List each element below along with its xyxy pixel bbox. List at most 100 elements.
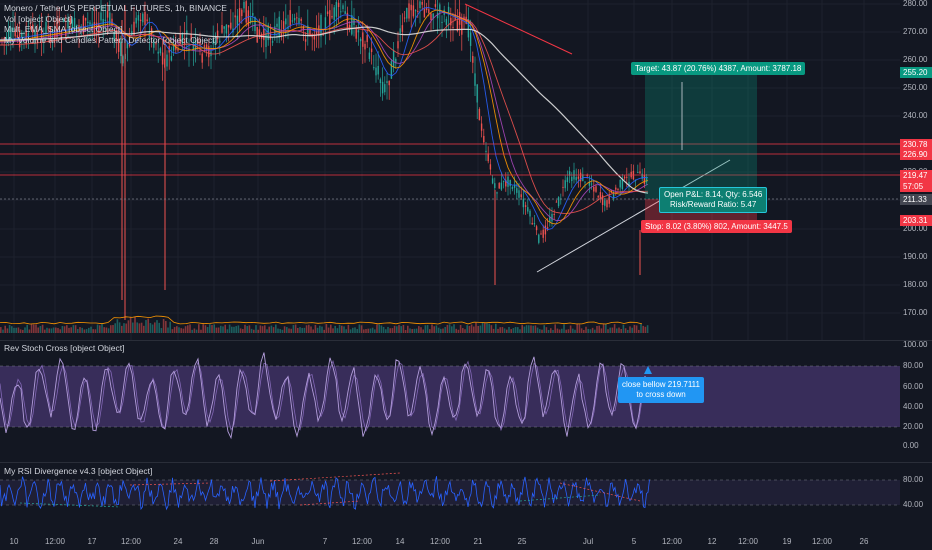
volume-bar (530, 325, 532, 333)
volume-bar (61, 326, 64, 333)
volume-bar (281, 329, 284, 333)
position-pnl-label[interactable]: Open P&L: 8.14, Qty: 6.546 Risk/Reward R… (659, 187, 768, 213)
candle-body (113, 31, 115, 42)
volume-bar (206, 327, 209, 333)
rsi-line (0, 476, 650, 511)
symbol-title[interactable]: Monero / TetherUS PERPETUAL FUTURES, 1h,… (4, 3, 227, 13)
pane-divider[interactable] (0, 340, 932, 341)
candle-body (73, 17, 76, 30)
volume-bar (440, 328, 442, 333)
indicator-pattern-detector-label[interactable]: My Volume and Candles Pattern Detector [… (4, 34, 218, 45)
volume-bar (545, 327, 548, 333)
volume-bar (48, 328, 50, 333)
candle-body (45, 21, 47, 34)
volume-bar (510, 329, 512, 333)
volume-bar (255, 325, 257, 333)
volume-bar (209, 324, 211, 333)
volume-bar (33, 324, 35, 333)
volume-bar (286, 327, 288, 333)
volume-bar (578, 324, 581, 333)
candle-body (441, 21, 443, 23)
candle-body (172, 43, 175, 51)
rsi-indicator-label[interactable]: My RSI Divergence v4.3 [object Object] (4, 466, 153, 476)
candle-body (509, 179, 511, 187)
volume-bar (556, 328, 559, 333)
position-stop-label[interactable]: Stop: 8.02 (3.80%) 802, Amount: 3447.5 (641, 220, 792, 233)
candle-body (604, 200, 606, 206)
volume-bar (356, 329, 358, 333)
volume-bar (629, 326, 631, 333)
volume-bar (457, 329, 460, 333)
position-target-label[interactable]: Target: 43.87 (20.76%) 4387, Amount: 378… (631, 62, 806, 75)
stoch-axis-label: 100.00 (903, 340, 928, 349)
candle-body (186, 30, 188, 35)
candle-body (62, 19, 65, 22)
volume-bar (380, 325, 383, 333)
indicator-ema-sma-label[interactable]: Mult_EMA_SMA [object Object] (4, 24, 123, 34)
volume-bar (248, 325, 251, 333)
volume-bar (79, 327, 81, 333)
candle-body (10, 30, 12, 42)
candle-body (115, 30, 118, 41)
pane-divider[interactable] (0, 462, 932, 463)
candle-body (384, 84, 386, 93)
price-axis-label: 240.00 (903, 111, 928, 120)
volume-bar (378, 324, 380, 333)
volume-bar (446, 324, 449, 333)
time-axis-label: 12:00 (351, 537, 373, 546)
volume-bar (330, 324, 332, 333)
candle-body (540, 233, 542, 235)
volume-bar (272, 327, 275, 333)
volume-bar (224, 324, 226, 333)
volume-bar (114, 323, 116, 333)
candle-body (47, 25, 49, 30)
volume-bar (277, 328, 279, 333)
indicator-volume-label[interactable]: Vol [object Object] (4, 13, 73, 24)
volume-bar (644, 326, 647, 333)
volume-bar (508, 326, 510, 333)
candle-body (408, 3, 410, 19)
time-axis[interactable]: 10 12:00 17 12:00 24 28 Jun 7 12:00 14 12:00 21 25 Ju… (0, 534, 900, 550)
stoch-canvas[interactable] (0, 341, 932, 462)
volume-bar (609, 327, 611, 333)
rsi-canvas[interactable] (0, 463, 932, 533)
time-axis-label: 21 (473, 537, 483, 546)
volume-bar (215, 327, 218, 333)
candle-body (146, 19, 148, 22)
candle-body (60, 33, 63, 38)
volume-bar (360, 325, 363, 333)
volume-bar (488, 323, 490, 333)
volume-bar (204, 325, 207, 333)
volume-bar (259, 325, 262, 333)
price-chart-pane[interactable]: Monero / TetherUS PERPETUAL FUTURES, 1h,… (0, 0, 932, 340)
candle-body (483, 135, 485, 143)
price-axis-label: 280.00 (903, 0, 928, 8)
price-chart-canvas[interactable] (0, 0, 932, 340)
alert-callout[interactable]: close bellow 219.7111 to cross down (618, 377, 704, 403)
rsi-pane[interactable]: My RSI Divergence v4.3 [object Object] 8… (0, 463, 932, 533)
volume-bar (402, 324, 405, 333)
candle-body (551, 213, 553, 222)
volume-bar (396, 326, 398, 333)
candle-body (562, 186, 564, 188)
volume-bar (83, 329, 86, 333)
stoch-indicator-label[interactable]: Rev Stoch Cross [object Object] (4, 343, 125, 353)
target-zone (645, 72, 757, 199)
candle-body (542, 229, 544, 238)
time-axis-label: 7 (322, 537, 328, 546)
volume-bar (587, 328, 589, 333)
candle-body (100, 12, 102, 21)
candle-body (351, 14, 353, 35)
candle-body (282, 21, 285, 30)
candle-body (214, 40, 217, 45)
volume-bar (558, 329, 561, 333)
volume-bar (222, 326, 224, 333)
candle-body (375, 67, 377, 76)
candle-body (379, 79, 382, 83)
volume-bar (231, 326, 233, 333)
stoch-pane[interactable]: Rev Stoch Cross [object Object] 100.00 80… (0, 340, 932, 462)
rsi-divergence-line (129, 482, 211, 486)
volume-bar (233, 326, 235, 333)
candle-body (21, 32, 23, 38)
candle-body (192, 43, 195, 50)
